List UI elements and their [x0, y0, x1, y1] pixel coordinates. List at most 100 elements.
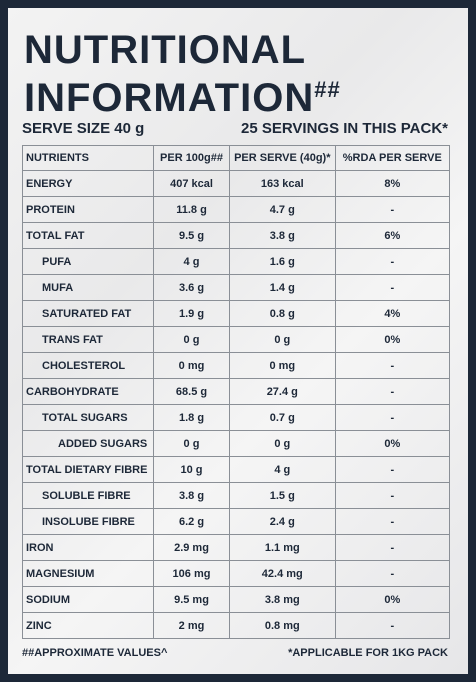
value-cell: 0 mg — [228, 352, 336, 379]
value-cell: 0% — [334, 326, 451, 353]
value-cell: 1.8 g — [153, 404, 230, 431]
nutrient-cell: NUTRIENTS — [21, 145, 155, 171]
value-cell: 6% — [334, 222, 451, 249]
table-row: CHOLESTEROL 0 mg 0 mg - — [21, 352, 451, 379]
table-row: INSOLUBE FIBRE 6.2 g 2.4 g- — [21, 508, 451, 535]
nutrient-cell: TOTAL DIETARY FIBRE — [21, 456, 155, 483]
value-cell: 1.5 g — [228, 482, 336, 509]
title-line-1: NUTRITIONAL — [24, 28, 307, 72]
value-cell: 2.9 mg — [153, 534, 230, 561]
value-cell: 3.8 mg — [228, 586, 336, 613]
value-cell: %RDA PER SERVE — [334, 145, 451, 171]
table-row: TOTAL FAT 9.5 g 3.8 g 6% — [21, 222, 451, 249]
table-row: SATURATED FAT 1.9 g 0.8 g 4% — [21, 300, 451, 327]
value-cell: - — [334, 612, 451, 639]
value-cell: 407 kcal — [153, 170, 230, 197]
value-cell: 4 g — [228, 456, 336, 483]
table-row: MUFA 3.6 g 1.4 g- — [21, 274, 451, 301]
value-cell: 1.9 g — [153, 300, 230, 327]
value-cell: PER SERVE (40g)* — [228, 145, 336, 171]
nutrient-cell: PUFA — [21, 248, 155, 275]
table-row: TOTAL SUGARS 1.8 g 0.7 g- — [21, 404, 451, 431]
serve-size: SERVE SIZE 40 g — [22, 120, 145, 137]
value-cell: - — [334, 378, 451, 405]
table-row: PROTEIN 11.8 g 4.7 g- — [21, 196, 451, 223]
nutrient-cell: MAGNESIUM — [21, 560, 155, 587]
value-cell: 106 mg — [153, 560, 230, 587]
value-cell: 11.8 g — [153, 196, 230, 223]
table-row: SOLUBLE FIBRE 3.8 g 1.5 g- — [21, 482, 451, 509]
value-cell: - — [334, 534, 451, 561]
title-text: INFORMATION — [24, 76, 315, 120]
value-cell: 10 g — [153, 456, 230, 483]
nutrient-cell: TRANS FAT — [21, 326, 155, 353]
nutrient-cell: TOTAL FAT — [21, 222, 155, 249]
value-cell: 0% — [334, 586, 451, 613]
value-cell: 3.8 g — [153, 482, 230, 509]
value-cell: 68.5 g — [153, 378, 230, 405]
nutrient-cell: PROTEIN — [21, 196, 155, 223]
table-row: SODIUM 9.5 mg 3.8 mg 0% — [21, 586, 451, 613]
value-cell: 1.4 g — [228, 274, 336, 301]
value-cell: 6.2 g — [153, 508, 230, 535]
value-cell: 3.8 g — [228, 222, 336, 249]
nutrient-cell: TOTAL SUGARS — [21, 404, 155, 431]
value-cell: 9.5 mg — [153, 586, 230, 613]
value-cell: 4 g — [153, 248, 230, 275]
nutrient-cell: SODIUM — [21, 586, 155, 613]
value-cell: 4.7 g — [228, 196, 336, 223]
value-cell: - — [334, 404, 451, 431]
value-cell: - — [334, 274, 451, 301]
value-cell: 4% — [334, 300, 451, 327]
nutrition-table: NUTRIENTS PER 100g## PER SERVE (40g)* %RDA … — [21, 145, 451, 639]
header-row: NUTRIENTS PER 100g## PER SERVE (40g)* %RDA … — [21, 145, 451, 171]
value-cell: - — [334, 560, 451, 587]
nutrient-cell: ADDED SUGARS — [21, 430, 155, 457]
value-cell: - — [334, 352, 451, 379]
table-row: PUFA 4 g 1.6 g- — [21, 248, 451, 275]
value-cell: 0 mg — [153, 352, 230, 379]
value-cell: 2 mg — [153, 612, 230, 639]
value-cell: - — [334, 456, 451, 483]
value-cell: 0 g — [153, 430, 230, 457]
value-cell: 1.6 g — [228, 248, 336, 275]
nutrient-cell: ENERGY — [21, 170, 155, 197]
table-row: CARBOHYDRATE 68.5 g 27.4 g- — [21, 378, 451, 405]
value-cell: - — [334, 482, 451, 509]
nutrient-cell: CARBOHYDRATE — [21, 378, 155, 405]
value-cell: 9.5 g — [153, 222, 230, 249]
value-cell: 163 kcal — [228, 170, 336, 197]
nutrient-cell: INSOLUBE FIBRE — [21, 508, 155, 535]
value-cell: 0 g — [228, 326, 336, 353]
value-cell: 0.7 g — [228, 404, 336, 431]
nutrient-cell: MUFA — [21, 274, 155, 301]
nutrient-cell: CHOLESTEROL — [21, 352, 155, 379]
footnote-left: ##APPROXIMATE VALUES^ — [22, 647, 168, 659]
value-cell: 0 g — [228, 430, 336, 457]
nutrient-cell: SOLUBLE FIBRE — [21, 482, 155, 509]
nutrient-cell: SATURATED FAT — [21, 300, 155, 327]
value-cell: 0% — [334, 430, 451, 457]
table-row: ENERGY 407 kcal 163 kcal 8% — [21, 170, 451, 197]
value-cell: 27.4 g — [228, 378, 336, 405]
title-line-2: INFORMATION## — [24, 70, 341, 118]
value-cell: - — [334, 248, 451, 275]
footnote-right: *APPLICABLE FOR 1KG PACK — [288, 647, 448, 659]
table-row: MAGNESIUM 106 mg 42.4 mg - — [21, 560, 451, 587]
value-cell: 3.6 g — [153, 274, 230, 301]
value-cell: PER 100g## — [153, 145, 230, 171]
value-cell: 0.8 g — [228, 300, 336, 327]
value-cell: - — [334, 196, 451, 223]
value-cell: 42.4 mg — [228, 560, 336, 587]
title-mark: ## — [314, 77, 341, 102]
nutrient-cell: IRON — [21, 534, 155, 561]
value-cell: 2.4 g — [228, 508, 336, 535]
servings: 25 SERVINGS IN THIS PACK* — [241, 120, 448, 137]
value-cell: 8% — [334, 170, 451, 197]
value-cell: - — [334, 508, 451, 535]
table-row: ZINC 2 mg 0.8 mg - — [21, 612, 451, 639]
